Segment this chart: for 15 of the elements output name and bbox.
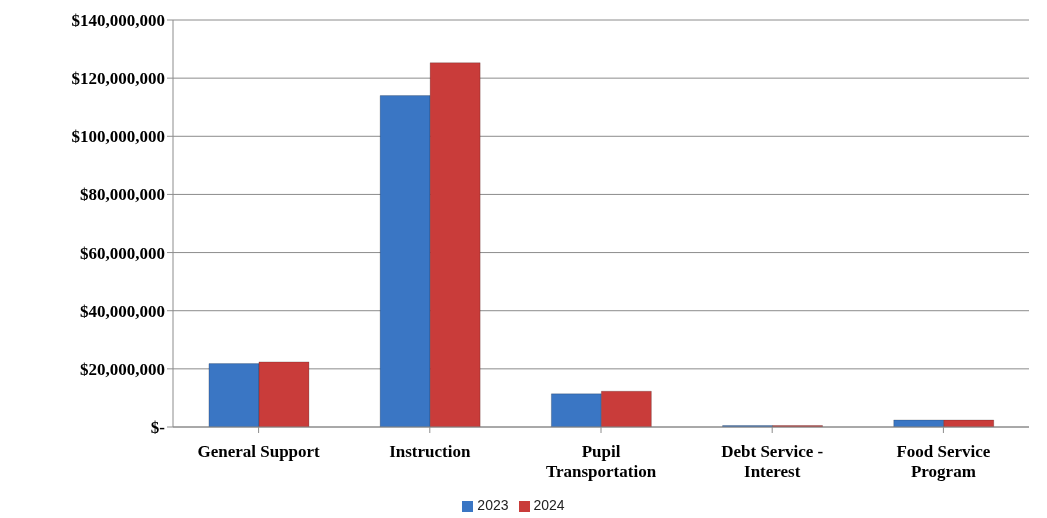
y-tick-label: $80,000,000 [80, 185, 165, 205]
x-tick-label: Food Service Program [896, 442, 991, 481]
y-tick-label: $140,000,000 [71, 11, 165, 31]
y-tick-label: $20,000,000 [80, 359, 165, 379]
y-tick-label: $40,000,000 [80, 301, 165, 321]
legend-label: 2024 [533, 497, 565, 513]
y-tick-label: $100,000,000 [71, 127, 165, 147]
y-tick-label: $120,000,000 [71, 69, 165, 89]
y-tick-label: $- [150, 418, 166, 438]
x-tick-label: Pupil Transportation [545, 442, 657, 481]
y-tick-label: $60,000,000 [80, 243, 165, 263]
legend-label: 2023 [477, 497, 509, 513]
x-tick-label: Debt Service - Interest [721, 442, 824, 481]
x-tick-label: Instruction [389, 442, 471, 461]
x-tick-label: General Support [197, 442, 321, 461]
